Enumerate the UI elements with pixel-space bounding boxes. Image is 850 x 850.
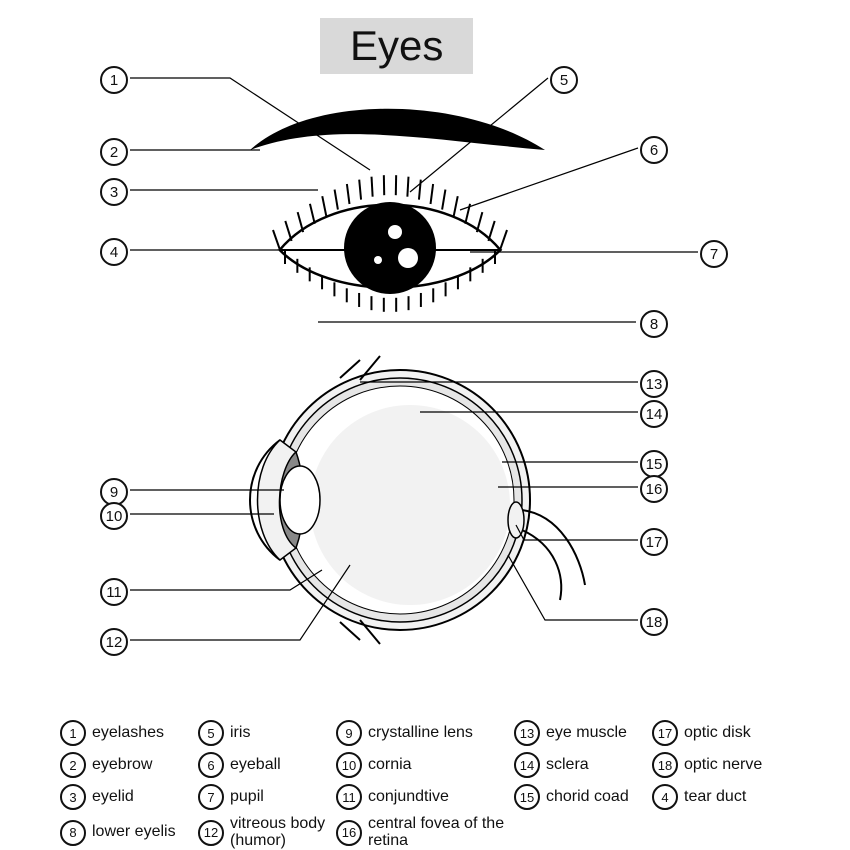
marker-18: 18 [640,608,668,636]
marker-15: 15 [640,450,668,478]
marker-1: 1 [100,66,128,94]
marker-14: 14 [640,400,668,428]
marker-8: 8 [640,310,668,338]
legend-item-14: 14sclera [514,752,644,778]
legend-item-13: 13eye muscle [514,720,644,746]
legend: 1eyelashes 5iris 9crystalline lens 13eye mu… [60,720,820,850]
legend-item-15: 15chorid coad [514,784,644,810]
marker-13: 13 [640,370,668,398]
marker-6: 6 [640,136,668,164]
legend-item-1: 1eyelashes [60,720,190,746]
marker-12: 12 [100,628,128,656]
marker-5: 5 [550,66,578,94]
marker-17: 17 [640,528,668,556]
legend-item-12: 12vitreous body (humor) [198,816,328,850]
legend-item-10: 10cornia [336,752,506,778]
legend-item-17: 17optic disk [652,720,782,746]
marker-11: 11 [100,578,128,606]
legend-item-3: 3eyelid [60,784,190,810]
marker-3: 3 [100,178,128,206]
legend-item-4: 4tear duct [652,784,782,810]
legend-item-2: 2eyebrow [60,752,190,778]
legend-item-7: 7pupil [198,784,328,810]
marker-2: 2 [100,138,128,166]
marker-4: 4 [100,238,128,266]
legend-item-8: 8lower eyelis [60,816,190,850]
marker-10: 10 [100,502,128,530]
marker-7: 7 [700,240,728,268]
diagram-stage: { "title": "Eyes", "title_box": { "left"… [0,0,850,850]
legend-item-18: 18optic nerve [652,752,782,778]
legend-item-5: 5iris [198,720,328,746]
legend-item-11: 11conjundtive [336,784,506,810]
legend-item-9: 9crystalline lens [336,720,506,746]
legend-item-16: 16central fovea of the retina [336,816,506,850]
legend-item-6: 6eyeball [198,752,328,778]
marker-16: 16 [640,475,668,503]
